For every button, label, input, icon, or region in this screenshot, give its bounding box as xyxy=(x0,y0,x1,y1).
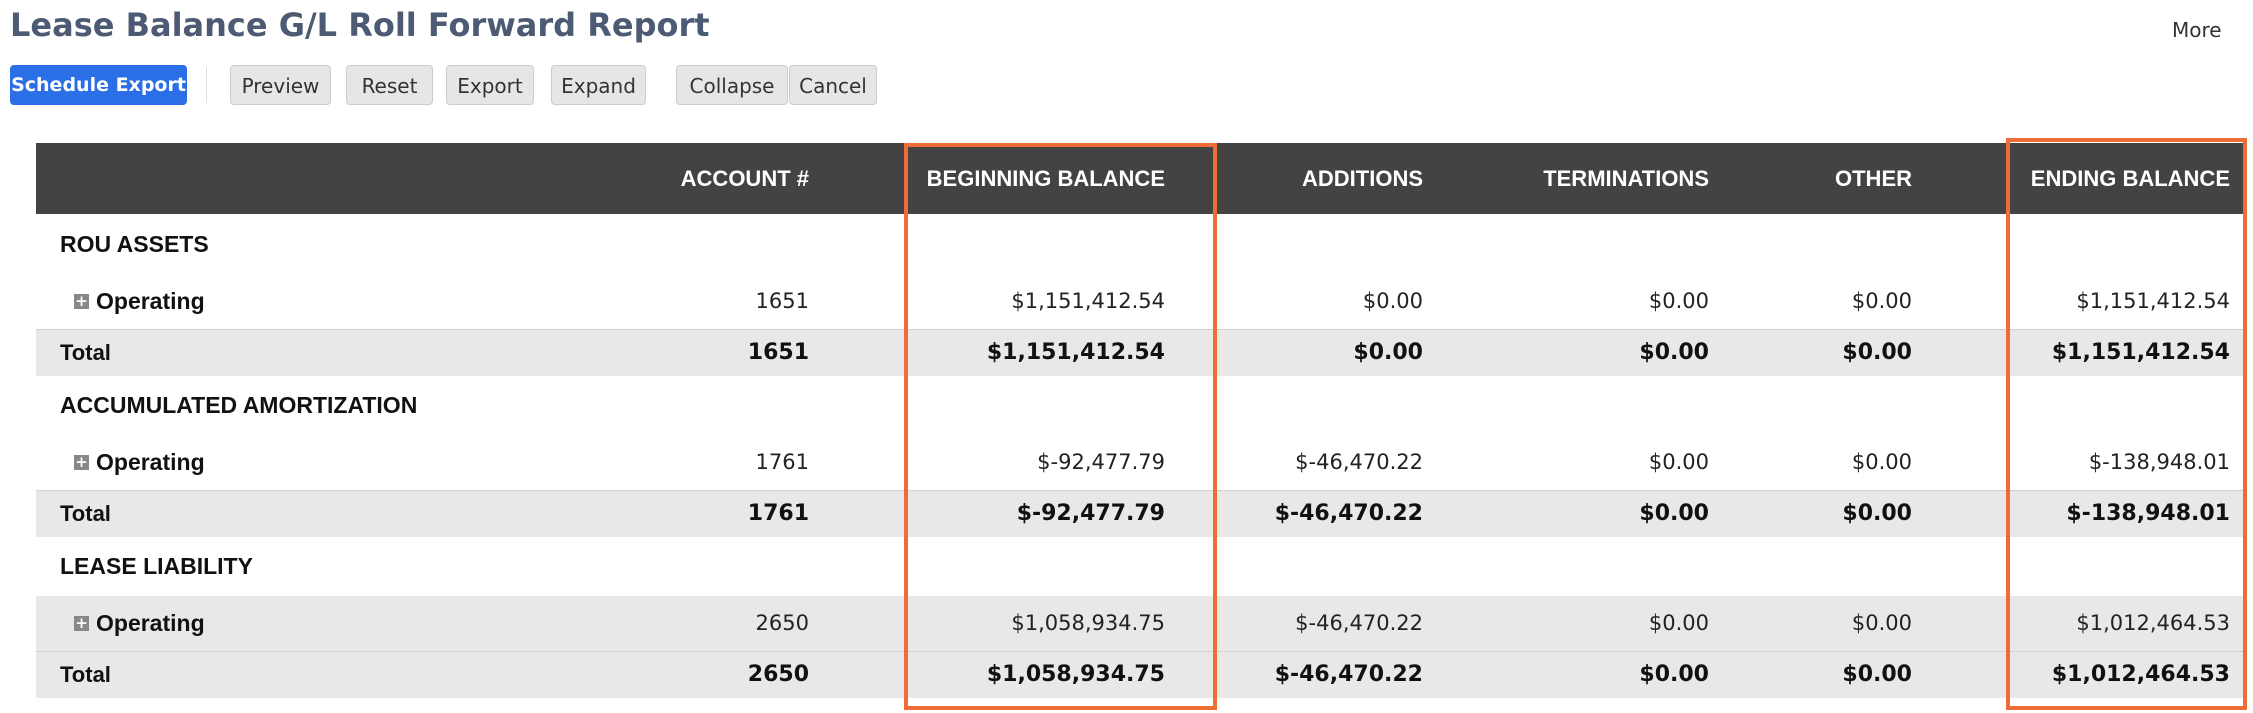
cell-value: 2650 xyxy=(755,611,809,635)
section-row: LEASE LIABILITY xyxy=(36,536,2243,596)
total-value: $0.00 xyxy=(1353,340,1423,365)
total-value: $0.00 xyxy=(1842,501,1912,526)
cell-value: $1,151,412.54 xyxy=(1011,289,1165,313)
cell-value: $-46,470.22 xyxy=(1295,611,1423,635)
total-value: $-138,948.01 xyxy=(2066,501,2230,526)
column-header: ACCOUNT # xyxy=(680,166,809,191)
cell-value: $0.00 xyxy=(1851,611,1912,635)
highlight-box xyxy=(2006,138,2247,710)
cell-value: $-138,948.01 xyxy=(2088,450,2230,474)
report-title: Lease Balance G/L Roll Forward Report xyxy=(10,6,710,44)
operating-row[interactable]: + Operating 1761 $-92,477.79 $-46,470.22 $0.0… xyxy=(36,435,2243,490)
more-link[interactable]: More xyxy=(2172,18,2222,42)
total-value: $0.00 xyxy=(1639,662,1709,687)
column-header: TERMINATIONS xyxy=(1543,166,1709,191)
toolbar-button[interactable]: Preview xyxy=(230,65,331,105)
toolbar-button[interactable]: Reset xyxy=(346,65,433,105)
column-header: ADDITIONS xyxy=(1302,166,1423,191)
total-value: 1651 xyxy=(747,340,809,365)
cell-value: $0.00 xyxy=(1851,450,1912,474)
total-value: $0.00 xyxy=(1639,340,1709,365)
toolbar-button[interactable]: Export xyxy=(446,65,534,105)
cell-value: $-92,477.79 xyxy=(1037,450,1165,474)
operating-row[interactable]: + Operating 1651 $1,151,412.54 $0.00 $0.00 $0.… xyxy=(36,274,2243,329)
total-value: $0.00 xyxy=(1842,662,1912,687)
cell-value: $1,012,464.53 xyxy=(2076,611,2230,635)
total-row: Total 1651 $1,151,412.54 $0.00 $0.00 $0.00 $1,… xyxy=(36,329,2243,376)
total-value: $-46,470.22 xyxy=(1274,662,1423,687)
cell-value: $0.00 xyxy=(1648,289,1709,313)
total-row: Total 1761 $-92,477.79 $-46,470.22 $0.00 $0.0… xyxy=(36,490,2243,537)
total-row: Total 2650 $1,058,934.75 $-46,470.22 $0.00 $0… xyxy=(36,651,2243,698)
cell-value: $1,058,934.75 xyxy=(1011,611,1165,635)
total-value: $-92,477.79 xyxy=(1016,501,1165,526)
total-label: Total xyxy=(60,340,111,365)
total-value: $1,058,934.75 xyxy=(986,662,1165,687)
highlight-box xyxy=(904,143,1217,710)
row-label: Operating xyxy=(96,449,205,475)
toolbar-button[interactable]: Collapse xyxy=(676,65,788,105)
cell-value: 1761 xyxy=(755,450,809,474)
total-value: $1,151,412.54 xyxy=(2051,340,2230,365)
cell-value: $0.00 xyxy=(1648,611,1709,635)
total-value: 1761 xyxy=(747,501,809,526)
section-row: ACCUMULATED AMORTIZATION xyxy=(36,375,2243,435)
schedule-export-button[interactable]: Schedule Export xyxy=(10,65,187,105)
total-label: Total xyxy=(60,501,111,526)
expand-icon[interactable]: + xyxy=(74,614,89,632)
column-header: OTHER xyxy=(1835,166,1912,191)
table-header: ACCOUNT # BEGINNING BALANCE ADDITIONS TERMI… xyxy=(36,143,2243,214)
total-value: $0.00 xyxy=(1842,340,1912,365)
total-value: $1,012,464.53 xyxy=(2051,662,2230,687)
section-title: ROU ASSETS xyxy=(60,231,209,257)
cell-value: $1,151,412.54 xyxy=(2076,289,2230,313)
expand-icon[interactable]: + xyxy=(74,453,89,471)
separator xyxy=(206,67,207,103)
expand-icon[interactable]: + xyxy=(74,292,89,310)
section-row: ROU ASSETS xyxy=(36,214,2243,274)
operating-row[interactable]: + Operating 2650 $1,058,934.75 $-46,470.22 $0… xyxy=(36,596,2243,651)
toolbar-button[interactable]: Expand xyxy=(551,65,646,105)
total-value: 2650 xyxy=(747,662,809,687)
column-header: ENDING BALANCE xyxy=(2030,166,2230,191)
total-value: $1,151,412.54 xyxy=(986,340,1165,365)
cell-value: $0.00 xyxy=(1362,289,1423,313)
column-header: BEGINNING BALANCE xyxy=(926,166,1165,191)
total-value: $-46,470.22 xyxy=(1274,501,1423,526)
row-label: Operating xyxy=(96,288,205,314)
section-title: LEASE LIABILITY xyxy=(60,553,253,579)
total-value: $0.00 xyxy=(1639,501,1709,526)
cell-value: $-46,470.22 xyxy=(1295,450,1423,474)
section-title: ACCUMULATED AMORTIZATION xyxy=(60,392,418,418)
toolbar-button[interactable]: Cancel xyxy=(789,65,877,105)
row-label: Operating xyxy=(96,610,205,636)
cell-value: 1651 xyxy=(755,289,809,313)
cell-value: $0.00 xyxy=(1648,450,1709,474)
total-label: Total xyxy=(60,662,111,687)
cell-value: $0.00 xyxy=(1851,289,1912,313)
